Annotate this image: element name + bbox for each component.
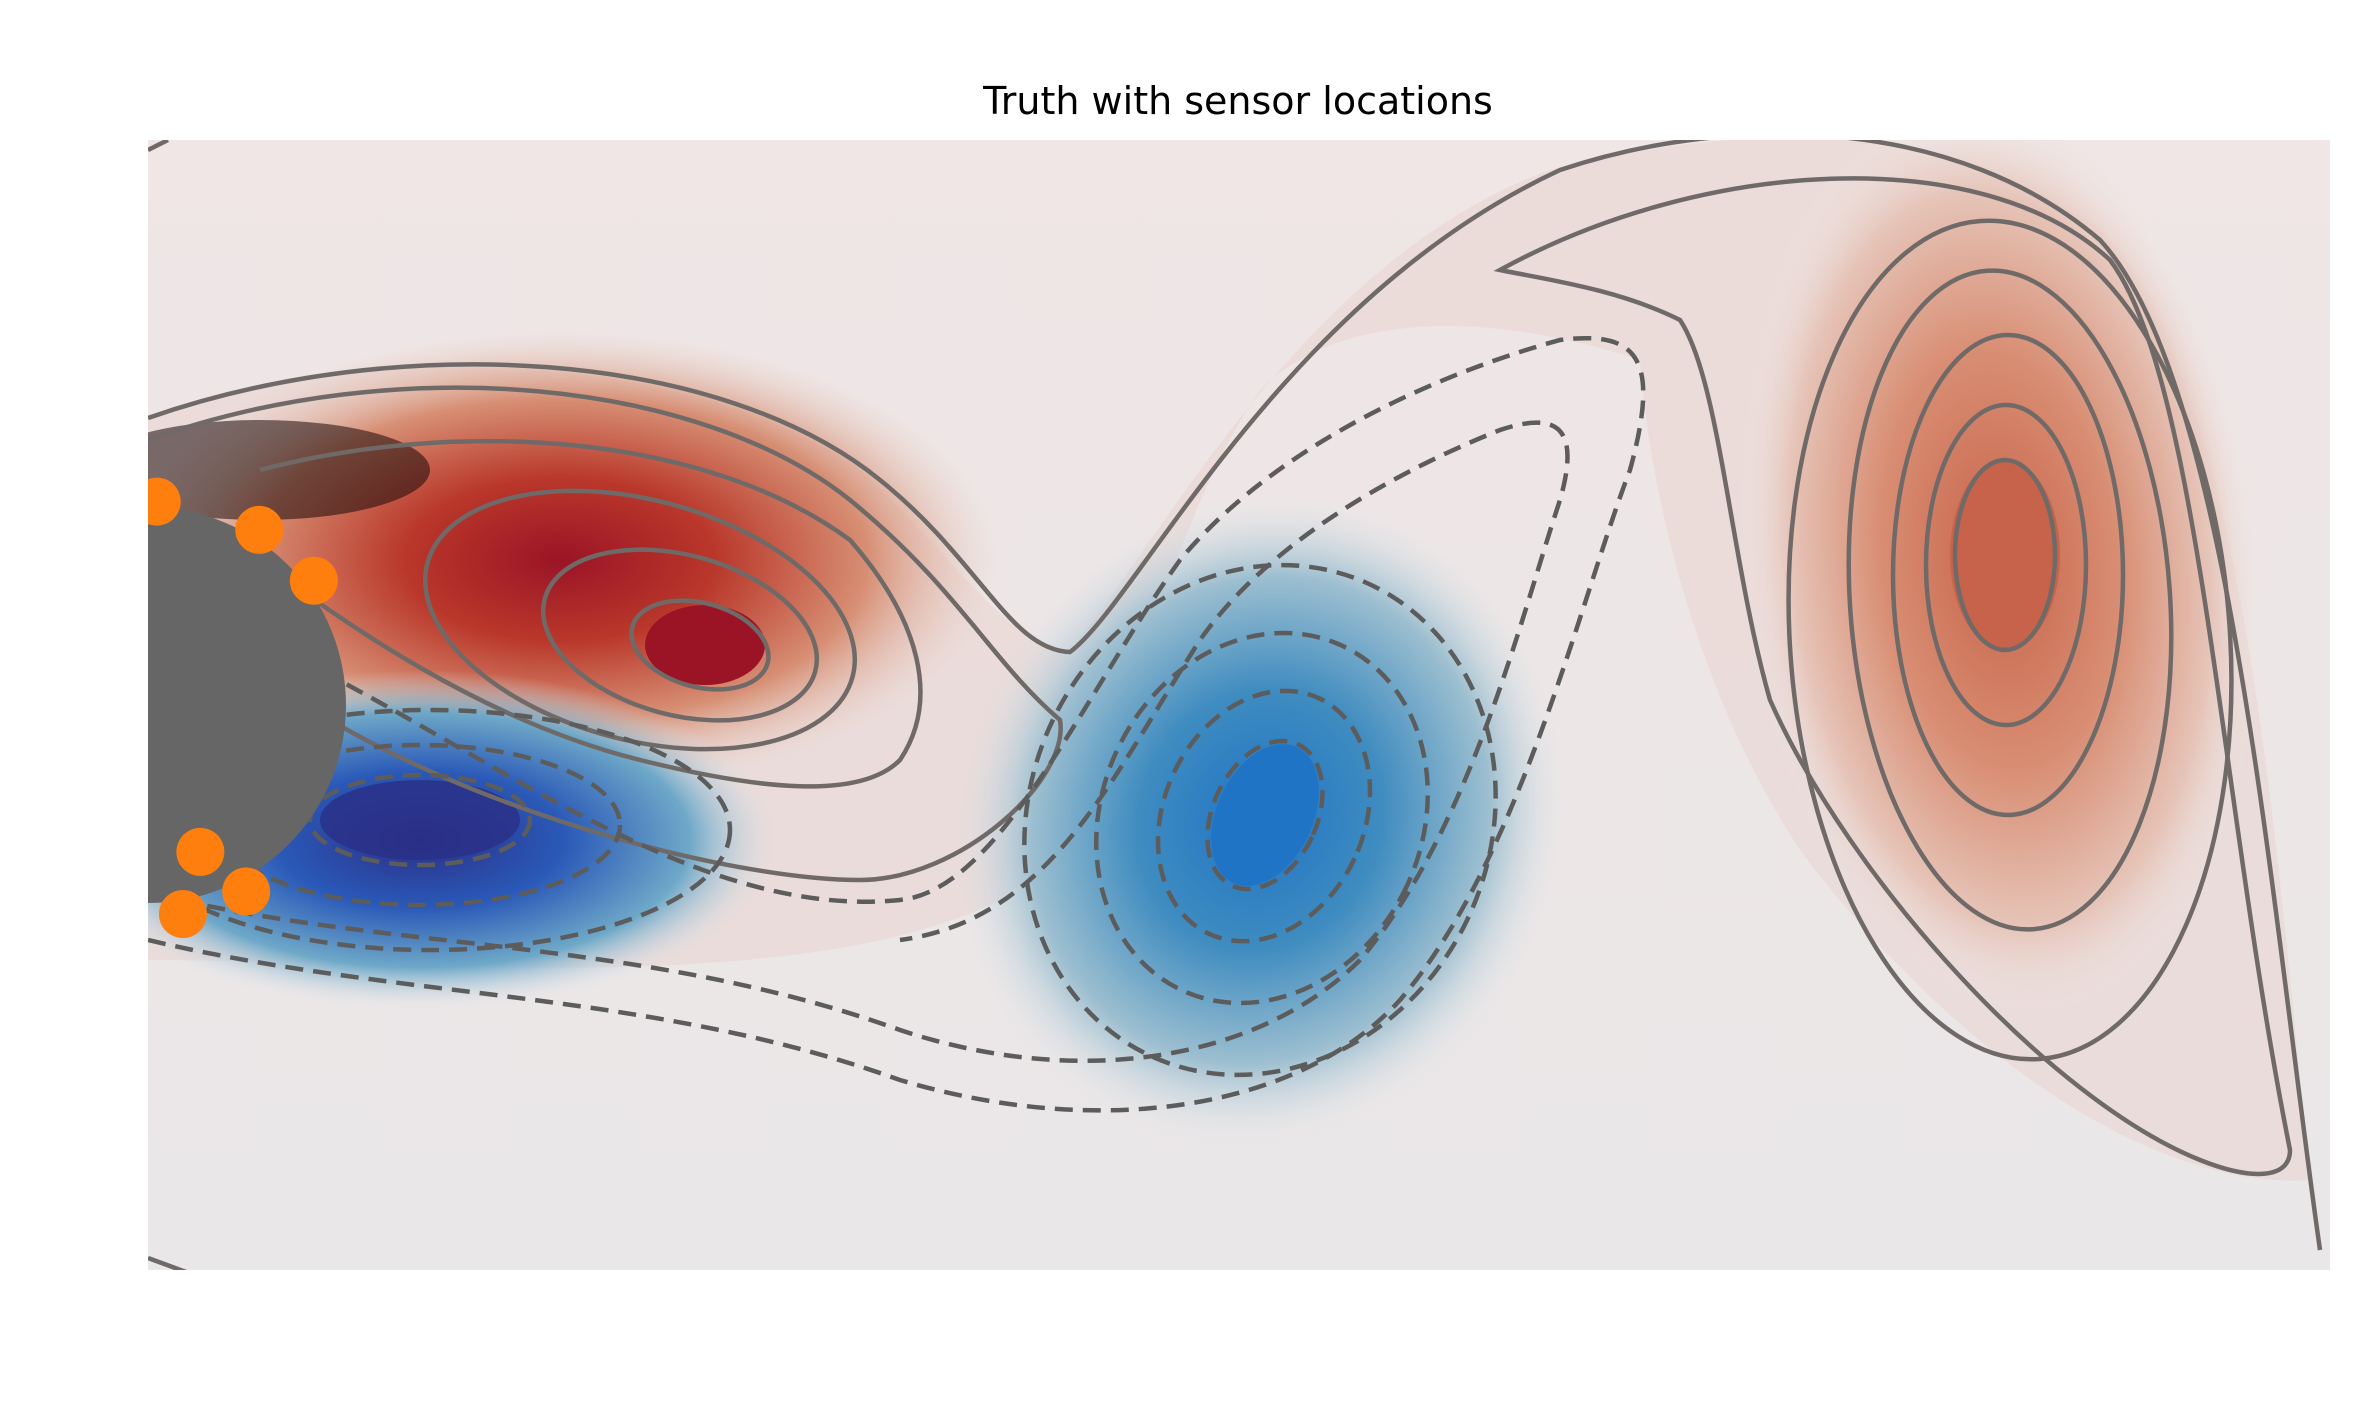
chart-title: Truth with sensor locations xyxy=(982,79,1493,123)
sensor-marker xyxy=(289,556,338,605)
contour-line xyxy=(148,707,733,953)
sensor-marker xyxy=(235,505,284,554)
contour-line xyxy=(148,140,170,153)
cylinder-obstacle xyxy=(148,507,346,903)
contour-line xyxy=(1493,176,2293,1177)
contour-line xyxy=(1923,402,2089,728)
dark-core-top xyxy=(148,420,430,520)
sensor-markers xyxy=(148,477,338,939)
contour-line xyxy=(1022,562,1498,1078)
contour-line xyxy=(148,385,1063,883)
contour-line xyxy=(179,420,1570,1064)
contour-line xyxy=(148,140,2323,1251)
contour-line xyxy=(307,772,533,868)
contour-line xyxy=(1093,630,1431,1006)
contour-line xyxy=(148,1255,187,1270)
blue-core-attached xyxy=(320,780,520,860)
contour-line xyxy=(1786,218,2234,1062)
plot-area xyxy=(148,140,2330,1270)
red-core-shed xyxy=(1950,460,2060,650)
contour-line xyxy=(258,438,923,789)
contour-line xyxy=(1846,268,2174,932)
red-core xyxy=(645,605,765,685)
sensor-marker xyxy=(148,477,181,526)
contour-line xyxy=(629,598,771,692)
blue-core-shed xyxy=(1211,744,1319,886)
contour-line xyxy=(1155,688,1373,944)
positive-contours xyxy=(148,140,2323,1251)
contour-line xyxy=(148,335,1646,1113)
negative-contours xyxy=(148,335,1646,1113)
contour-line xyxy=(540,547,820,723)
sensor-marker xyxy=(176,827,225,876)
contour-line xyxy=(1890,332,2126,818)
contour-line xyxy=(1952,457,2058,653)
sensor-marker xyxy=(222,867,271,916)
sensor-marker xyxy=(158,890,207,939)
